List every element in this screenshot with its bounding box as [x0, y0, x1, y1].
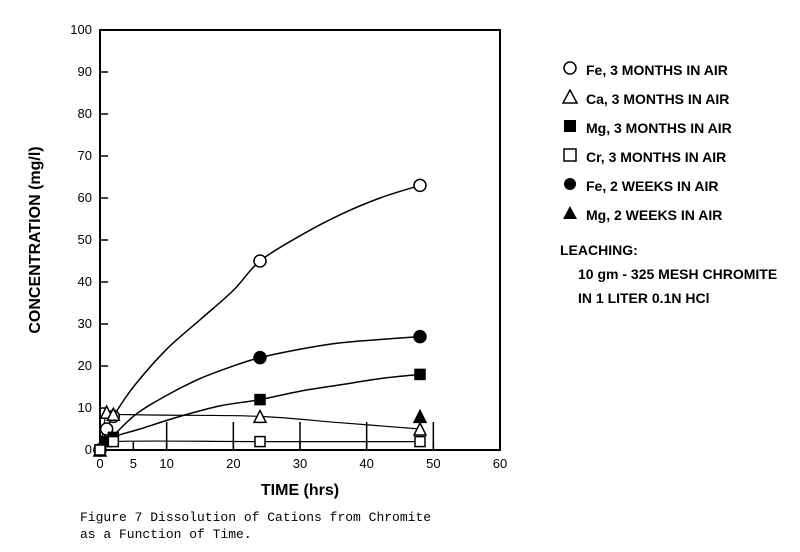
leaching-line2: IN 1 LITER 0.1N HCl — [578, 290, 777, 306]
svg-text:50: 50 — [78, 232, 92, 247]
figure-caption: Figure 7 Dissolution of Cations from Chr… — [80, 510, 431, 544]
svg-text:5: 5 — [130, 456, 137, 471]
svg-text:40: 40 — [359, 456, 373, 471]
svg-text:20: 20 — [78, 358, 92, 373]
legend: Fe, 3 MONTHS IN AIR Ca, 3 MONTHS IN AIR Mg… — [560, 60, 777, 306]
svg-text:10: 10 — [159, 456, 173, 471]
caption-line2: as a Function of Time. — [80, 527, 431, 544]
svg-text:0: 0 — [96, 456, 103, 471]
svg-text:10: 10 — [78, 400, 92, 415]
legend-item: Fe, 2 WEEKS IN AIR — [560, 176, 777, 195]
svg-text:90: 90 — [78, 64, 92, 79]
svg-text:CONCENTRATION (mg/l): CONCENTRATION (mg/l) — [27, 146, 44, 333]
filled-triangle-icon — [560, 205, 580, 224]
legend-label: Mg, 2 WEEKS IN AIR — [586, 207, 722, 223]
open-triangle-icon — [560, 89, 580, 108]
open-circle-icon — [560, 60, 580, 79]
legend-label: Fe, 2 WEEKS IN AIR — [586, 178, 719, 194]
chart-svg: 0 5 10 20 30 40 50 60 0 10 20 30 40 50 60 70 80 90 100 CONC… — [20, 10, 540, 510]
legend-item: Fe, 3 MONTHS IN AIR — [560, 60, 777, 79]
svg-text:70: 70 — [78, 148, 92, 163]
page-root: { "chart": { "type": "line-scatter", "wi… — [0, 0, 800, 552]
legend-label: Cr, 3 MONTHS IN AIR — [586, 149, 726, 165]
svg-text:80: 80 — [78, 106, 92, 121]
open-square-icon — [560, 147, 580, 166]
legend-label: Mg, 3 MONTHS IN AIR — [586, 120, 732, 136]
leaching-heading: LEACHING: — [560, 242, 777, 258]
chart-container: 0 5 10 20 30 40 50 60 0 10 20 30 40 50 60 70 80 90 100 CONC… — [20, 10, 540, 515]
filled-square-icon — [560, 118, 580, 137]
legend-label: Fe, 3 MONTHS IN AIR — [586, 62, 728, 78]
legend-item: Cr, 3 MONTHS IN AIR — [560, 147, 777, 166]
svg-text:60: 60 — [493, 456, 507, 471]
legend-label: Ca, 3 MONTHS IN AIR — [586, 91, 729, 107]
svg-text:40: 40 — [78, 274, 92, 289]
svg-text:50: 50 — [426, 456, 440, 471]
svg-text:30: 30 — [293, 456, 307, 471]
caption-line1: Figure 7 Dissolution of Cations from Chr… — [80, 510, 431, 527]
svg-text:100: 100 — [70, 22, 92, 37]
legend-item: Mg, 3 MONTHS IN AIR — [560, 118, 777, 137]
legend-item: Mg, 2 WEEKS IN AIR — [560, 205, 777, 224]
filled-circle-icon — [560, 176, 580, 195]
svg-text:30: 30 — [78, 316, 92, 331]
svg-text:TIME (hrs): TIME (hrs) — [261, 482, 339, 499]
svg-text:20: 20 — [226, 456, 240, 471]
leaching-line1: 10 gm - 325 MESH CHROMITE — [578, 266, 777, 282]
svg-text:60: 60 — [78, 190, 92, 205]
legend-item: Ca, 3 MONTHS IN AIR — [560, 89, 777, 108]
svg-text:0: 0 — [85, 442, 92, 457]
